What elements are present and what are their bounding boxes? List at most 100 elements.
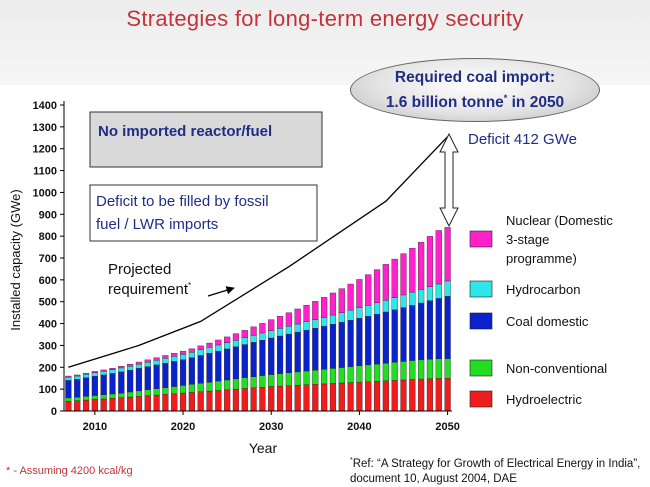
bar-non-conventional-2010 <box>91 395 98 400</box>
bar-non-conventional-2036 <box>321 369 328 385</box>
bar-non-conventional-2032 <box>285 372 292 386</box>
bar-hydrocarbon-2050 <box>444 280 451 297</box>
legend-label-hydrocarbon: Hydrocarbon <box>506 282 580 297</box>
bar-coal-2021 <box>188 357 195 385</box>
bar-hydroelectric-2026 <box>232 388 240 412</box>
bar-hydrocarbon-2044 <box>391 297 398 310</box>
bar-coal-2035 <box>312 327 319 371</box>
bar-coal-2049 <box>435 298 442 359</box>
coal-import-line2: 1.6 billion tonne* in 2050 <box>385 93 565 112</box>
bar-coal-2026 <box>232 346 240 380</box>
bar-coal-2030 <box>268 337 275 375</box>
bar-coal-2032 <box>285 333 292 373</box>
bar-coal-2022 <box>197 355 204 384</box>
bar-nuclear-2020 <box>179 350 187 355</box>
bar-coal-2010 <box>91 376 98 396</box>
bar-hydroelectric-2007 <box>65 400 72 412</box>
bar-hydrocarbon-2023 <box>206 347 213 354</box>
bar-non-conventional-2034 <box>303 370 310 385</box>
footnote-assumption: * - Assuming 4200 kcal/kg <box>6 465 133 477</box>
bar-coal-2041 <box>365 316 372 366</box>
y-tick-label-1400: 1400 <box>33 100 57 112</box>
deficit-arrow <box>439 132 459 228</box>
y-tick-label-0: 0 <box>51 406 57 418</box>
bar-hydrocarbon-2009 <box>82 374 90 378</box>
bar-hydrocarbon-2043 <box>382 300 389 313</box>
bar-non-conventional-2018 <box>162 387 169 395</box>
bar-coal-2008 <box>74 379 81 398</box>
bar-hydrocarbon-2013 <box>118 367 125 373</box>
bar-hydroelectric-2022 <box>197 391 204 412</box>
deficit-fossil-box <box>89 184 318 242</box>
bar-hydroelectric-2031 <box>276 385 284 412</box>
legend-label-nuclear-0: Nuclear (Domestic <box>506 213 613 228</box>
legend-label-nuclear-2: programme) <box>506 251 577 266</box>
coal-import-callout: Required coal import: 1.6 billion tonne*… <box>350 58 600 122</box>
bar-hydrocarbon-2017 <box>153 360 160 366</box>
bar-nuclear-2043 <box>382 264 389 301</box>
bar-hydroelectric-2039 <box>347 382 354 412</box>
bar-non-conventional-2039 <box>347 366 354 383</box>
bar-hydroelectric-2043 <box>382 380 389 412</box>
bar-non-conventional-2037 <box>329 368 337 384</box>
bar-hydroelectric-2042 <box>373 381 381 412</box>
bar-nuclear-2041 <box>365 274 372 306</box>
bar-coal-2028 <box>250 342 257 377</box>
bar-hydrocarbon-2042 <box>373 302 381 315</box>
bar-nuclear-2012 <box>109 367 116 370</box>
bar-nuclear-2028 <box>250 326 257 336</box>
bar-hydroelectric-2034 <box>303 384 310 412</box>
bar-hydroelectric-2019 <box>171 393 178 412</box>
bar-hydrocarbon-2040 <box>356 307 363 319</box>
legend-swatch-hydrocarbon <box>469 280 493 298</box>
bar-hydroelectric-2027 <box>241 388 248 412</box>
bar-coal-2034 <box>303 329 310 372</box>
bar-non-conventional-2030 <box>268 374 275 387</box>
bar-non-conventional-2023 <box>206 381 213 392</box>
bar-non-conventional-2029 <box>259 375 266 388</box>
deficit-fossil-line1: Deficit to be filled by fossil <box>96 193 269 210</box>
legend-swatch-nonconventional <box>469 359 493 377</box>
y-tick-label-200: 200 <box>39 362 57 374</box>
y-tick-label-100: 100 <box>39 384 57 396</box>
bar-nuclear-2008 <box>74 374 81 377</box>
bar-non-conventional-2031 <box>276 373 284 387</box>
y-tick-label-1000: 1000 <box>33 187 57 199</box>
bar-non-conventional-2038 <box>338 367 345 384</box>
bar-hydrocarbon-2030 <box>268 330 275 339</box>
bar-nuclear-2013 <box>118 366 125 369</box>
bar-coal-2012 <box>109 373 116 395</box>
bar-coal-2033 <box>294 331 301 373</box>
bar-nuclear-2027 <box>241 330 248 338</box>
bar-coal-2039 <box>347 320 354 367</box>
y-tick-label-1200: 1200 <box>33 144 57 156</box>
bar-coal-2014 <box>127 369 134 393</box>
bar-coal-2038 <box>338 322 345 368</box>
bar-nuclear-2023 <box>206 342 213 348</box>
bar-hydroelectric-2047 <box>418 378 425 412</box>
legend-swatch-coal <box>469 312 493 330</box>
bar-nuclear-2044 <box>391 258 398 298</box>
bar-nuclear-2016 <box>144 359 151 363</box>
bar-non-conventional-2047 <box>418 359 425 380</box>
bar-coal-2018 <box>162 362 169 388</box>
bar-nuclear-2031 <box>276 315 284 329</box>
no-import-box <box>89 111 323 168</box>
bar-hydroelectric-2009 <box>82 399 90 412</box>
bar-hydroelectric-2035 <box>312 384 319 412</box>
bar-hydrocarbon-2011 <box>100 371 107 376</box>
bar-hydroelectric-2010 <box>91 399 98 412</box>
bar-hydroelectric-2012 <box>109 398 116 412</box>
bar-hydrocarbon-2041 <box>365 305 372 317</box>
projected-requirement-line <box>68 136 449 368</box>
legend-swatch-hydroelectric <box>469 390 493 408</box>
bar-non-conventional-2050 <box>444 358 451 379</box>
bar-hydrocarbon-2029 <box>259 332 266 341</box>
bar-hydrocarbon-2025 <box>224 342 231 350</box>
bar-hydroelectric-2025 <box>224 389 231 412</box>
bar-hydrocarbon-2046 <box>409 292 416 306</box>
bar-nuclear-2017 <box>153 357 160 361</box>
bar-nuclear-2007 <box>65 375 72 378</box>
bar-hydrocarbon-2018 <box>162 358 169 364</box>
